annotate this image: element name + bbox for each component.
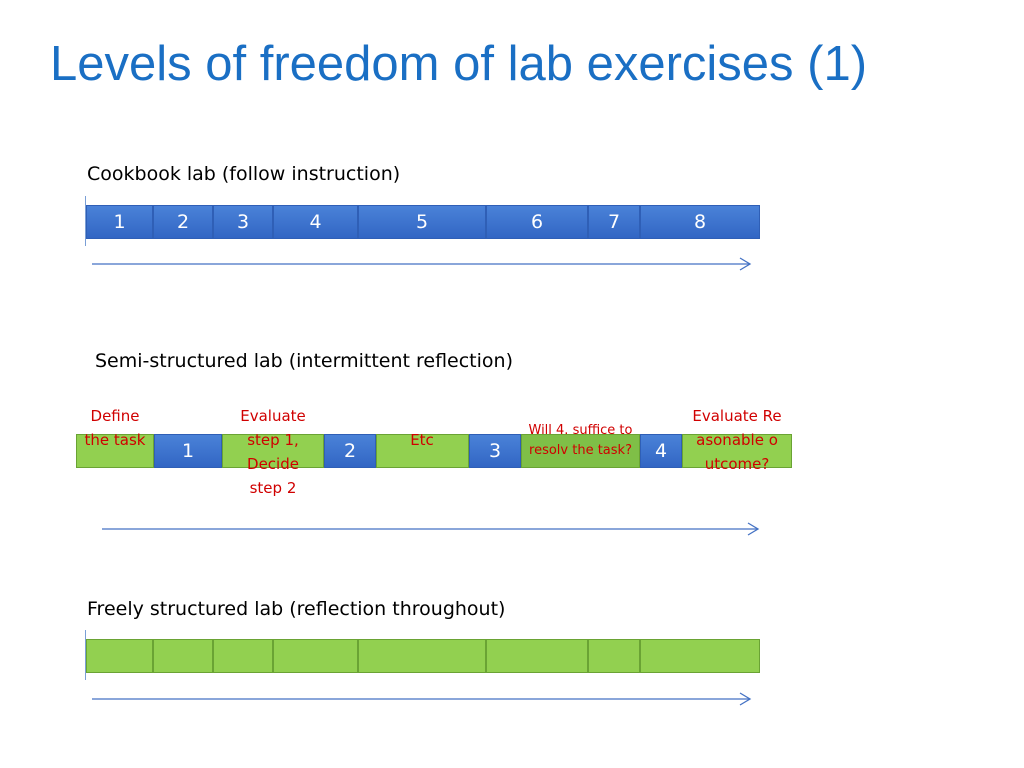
- free-segment-7: [588, 639, 640, 673]
- free-segment-5: [358, 639, 486, 673]
- cookbook-step-1: 1: [86, 205, 153, 239]
- semi-arrow: [102, 522, 760, 536]
- cookbook-step-5: 5: [358, 205, 486, 239]
- cookbook-step-4: 4: [273, 205, 358, 239]
- semi-label: Semi-structured lab (intermittent reflec…: [95, 350, 513, 372]
- cookbook-step-7: 7: [588, 205, 640, 239]
- cookbook-step-8: 8: [640, 205, 760, 239]
- slide-title: Levels of freedom of lab exercises (1): [50, 37, 868, 91]
- cookbook-label: Cookbook lab (follow instruction): [87, 163, 401, 185]
- semi-step-2: 2: [324, 434, 376, 468]
- note-evaluate-step: Evaluate step 1, Decide step 2: [240, 407, 306, 497]
- free-segment-8: [640, 639, 760, 673]
- free-segment-3: [213, 639, 273, 673]
- semi-step-1: 1: [154, 434, 222, 468]
- semi-reflect-etc: [376, 434, 469, 468]
- semi-reflect-outcome: [682, 434, 792, 468]
- cookbook-step-2: 2: [153, 205, 213, 239]
- free-label: Freely structured lab (reflection throug…: [87, 598, 506, 620]
- semi-reflect-will: [521, 434, 640, 468]
- note-will-suffice: Will 4. suffice to resolv the task?: [528, 423, 633, 458]
- cookbook-arrow: [92, 257, 752, 271]
- note-evaluate-outcome: Evaluate Reasonable outcome?: [692, 407, 782, 473]
- free-segment-2: [153, 639, 213, 673]
- free-start-line: [85, 630, 86, 680]
- free-segment-4: [273, 639, 358, 673]
- note-etc: Etc: [410, 431, 434, 449]
- cookbook-start-line: [85, 196, 86, 246]
- note-define-task: Define the task: [84, 407, 146, 449]
- semi-reflect-evaluate: [222, 434, 324, 468]
- free-arrow: [92, 692, 752, 706]
- free-segment-6: [486, 639, 588, 673]
- semi-reflect-define: [76, 434, 154, 468]
- cookbook-step-6: 6: [486, 205, 588, 239]
- free-segment-1: [86, 639, 153, 673]
- semi-step-4: 4: [640, 434, 682, 468]
- cookbook-step-3: 3: [213, 205, 273, 239]
- semi-step-3: 3: [469, 434, 521, 468]
